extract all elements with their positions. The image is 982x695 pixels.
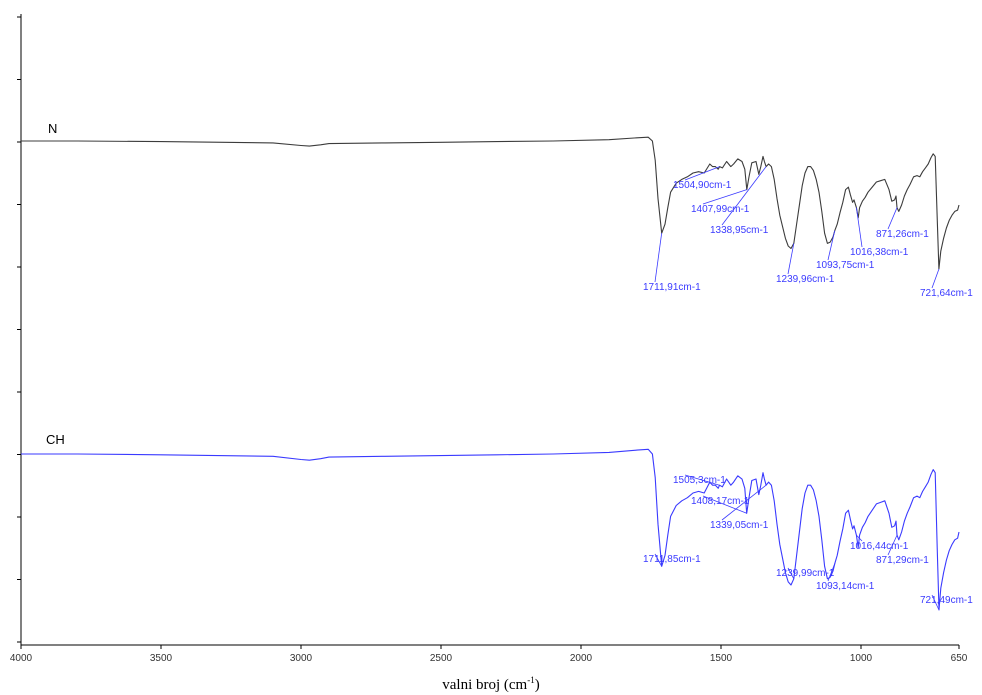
peak-label: 1711,85cm-1 [643, 554, 701, 565]
peak-label: 1504,90cm-1 [673, 180, 732, 191]
peak-label: 1016,44cm-1 [850, 541, 909, 552]
x-tick-label: 2500 [430, 653, 453, 664]
x-tick-label: 650 [951, 653, 968, 664]
peak-label: 1408,17cm-1 [691, 496, 750, 507]
x-axis-label-main: valni broj (cm [442, 677, 527, 693]
peak-leader-line [827, 230, 836, 261]
series-name-ch: CH [46, 432, 65, 447]
peak-leader-line [787, 243, 795, 275]
peak-label: 1239,99cm-1 [776, 568, 835, 579]
peak-label: 1711,91cm-1 [643, 282, 701, 293]
peak-leader-line [684, 166, 720, 181]
peak-label: 1093,75cm-1 [816, 260, 875, 271]
peak-label: 1338,95cm-1 [710, 225, 769, 236]
peak-leader-line [887, 534, 898, 556]
x-tick-label: 3000 [290, 653, 313, 664]
peak-label: 721,49cm-1 [920, 595, 973, 606]
peak-leader-line [787, 567, 795, 579]
x-tick-label: 2000 [570, 653, 593, 664]
x-tick-label: 4000 [10, 653, 33, 664]
peak-label: 721,64cm-1 [920, 288, 973, 299]
peak-leader-line [856, 534, 863, 542]
peak-leader-line [721, 484, 767, 521]
peak-leader-line [654, 233, 663, 283]
x-tick-label: 1000 [850, 653, 873, 664]
peak-label: 1093,14cm-1 [816, 581, 875, 592]
peak-leader-line [684, 474, 720, 486]
x-tick-label: 3500 [150, 653, 173, 664]
x-axis-label-close: ) [535, 677, 540, 693]
x-tick-label: 1500 [710, 653, 733, 664]
peak-label: 1339,05cm-1 [710, 520, 769, 531]
spectra: N CH [21, 121, 960, 611]
peak-annotations: 1711,91cm-1 1504,90cm-1 1407,99cm-1 1338,95… [643, 166, 973, 611]
x-axis-label: valni broj (cm-1) [442, 675, 539, 693]
peak-leader-line [721, 166, 767, 226]
peak-leader-line [702, 189, 747, 205]
peak-label: 1505,3cm-1 [673, 475, 726, 486]
peak-leader-line [856, 207, 863, 248]
peak-label: 871,29cm-1 [876, 555, 929, 566]
peak-label: 871,26cm-1 [876, 229, 929, 240]
spectrum-line-ch [21, 448, 960, 611]
peak-leader-line [931, 268, 940, 289]
peak-leader-line [702, 495, 747, 514]
axes: 4000 3500 3000 2500 2000 1500 1000 650 [10, 14, 968, 664]
peak-leader-line [827, 563, 836, 582]
peak-leader-line [887, 207, 898, 230]
peak-label: 1239,96cm-1 [776, 274, 835, 285]
peak-label: 1016,38cm-1 [850, 247, 909, 258]
peak-label: 1407,99cm-1 [691, 204, 750, 215]
peak-leader-line [931, 594, 940, 611]
spectrum-line-n [21, 136, 960, 270]
x-axis-label-exponent: -1 [527, 675, 535, 685]
series-name-n: N [48, 121, 57, 136]
peak-leader-line [654, 553, 663, 567]
